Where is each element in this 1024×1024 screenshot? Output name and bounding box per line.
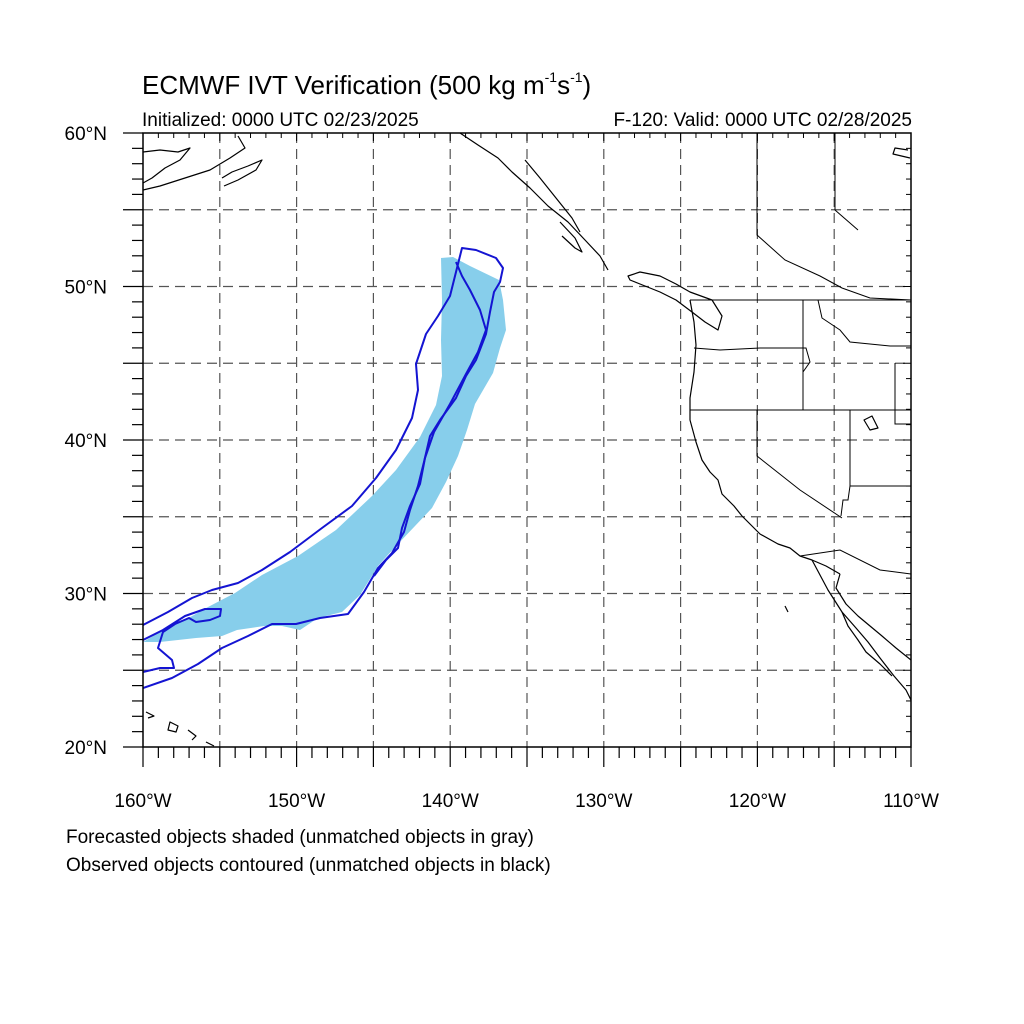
lon-tick-label: 160°W bbox=[114, 791, 171, 812]
lat-tick-label: 60°N bbox=[65, 124, 107, 145]
lat-tick-label: 30°N bbox=[65, 585, 107, 606]
forecast-note: Forecasted objects shaded (unmatched obj… bbox=[66, 827, 534, 848]
longitude-labels: 160°W 150°W 140°W 130°W 120°W 110°W bbox=[114, 791, 939, 812]
coastlines bbox=[143, 133, 911, 747]
political-borders bbox=[690, 133, 911, 575]
figure-title: ECMWF IVT Verification (500 kg m-1s-1) bbox=[142, 69, 592, 100]
lon-tick-label: 130°W bbox=[575, 791, 632, 812]
observed-object-outer bbox=[143, 247, 504, 689]
observed-object-inner-west bbox=[143, 608, 222, 673]
valid-time-label: F-120: Valid: 0000 UTC 02/28/2025 bbox=[613, 110, 912, 131]
latitude-labels: 20°N 30°N 40°N 50°N 60°N bbox=[65, 124, 107, 759]
lon-tick-label: 150°W bbox=[268, 791, 325, 812]
lon-tick-label: 110°W bbox=[883, 791, 939, 812]
lon-tick-label: 120°W bbox=[729, 791, 786, 812]
map-gridlines bbox=[143, 133, 911, 747]
figure-notes: Forecasted objects shaded (unmatched obj… bbox=[66, 824, 551, 880]
axis-ticks bbox=[123, 132, 912, 767]
lat-tick-label: 40°N bbox=[65, 431, 107, 452]
lon-tick-label: 140°W bbox=[422, 791, 479, 812]
forecast-object bbox=[143, 257, 506, 642]
observed-note: Observed objects contoured (unmatched ob… bbox=[66, 855, 551, 876]
initialized-label: Initialized: 0000 UTC 02/23/2025 bbox=[142, 110, 419, 131]
observed-contours bbox=[143, 247, 504, 689]
lat-tick-label: 20°N bbox=[65, 738, 107, 759]
lat-tick-label: 50°N bbox=[65, 278, 107, 299]
observed-object-axis bbox=[373, 261, 487, 577]
